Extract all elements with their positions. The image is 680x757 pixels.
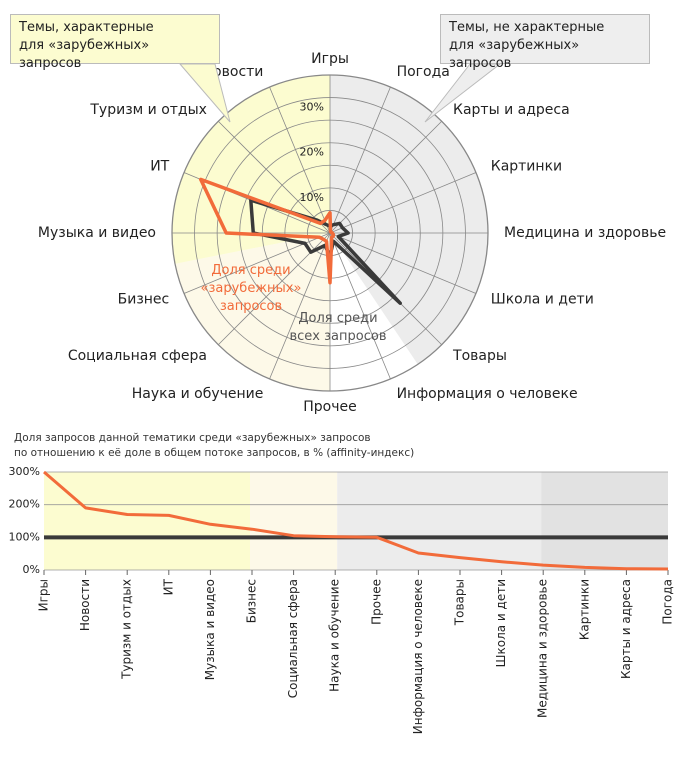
x-tick-label: Товары	[453, 579, 467, 626]
x-tick-label: Погода	[661, 579, 675, 625]
x-tick-label: Бизнес	[245, 579, 259, 623]
sector	[330, 75, 488, 365]
chart-title: Доля запросов данной тематики среди «зар…	[14, 432, 371, 444]
category-label: ИТ	[150, 158, 169, 174]
callout-line: для «зарубежных» запросов	[19, 38, 150, 71]
category-label: Бизнес	[118, 292, 170, 308]
callout-line: Темы, характерные	[19, 20, 154, 35]
category-label: Игры	[311, 51, 349, 67]
callout-tail	[424, 63, 502, 123]
category-label: Медицина и здоровье	[504, 225, 666, 241]
sector	[175, 233, 330, 391]
callout-characteristic: Темы, характерные для «зарубежных» запро…	[10, 14, 220, 71]
chart-title: по отношению к её доле в общем потоке за…	[14, 447, 415, 459]
category-label: Наука и обучение	[132, 386, 264, 402]
x-tick-label: Игры	[37, 579, 51, 611]
x-tick-label: Школа и дети	[494, 579, 508, 667]
spoke	[269, 232, 331, 380]
y-tick-label: 200%	[9, 498, 40, 511]
spoke	[329, 172, 477, 234]
x-tick-label: Наука и обучение	[328, 579, 342, 692]
category-label: Товары	[452, 348, 507, 364]
category-label: Погода	[397, 64, 450, 80]
line	[43, 470, 669, 571]
series-label: Доля среди всех запросов	[289, 311, 387, 344]
series-label: Доля среди «зарубежных» запросов	[200, 263, 302, 314]
radar-line	[198, 177, 336, 285]
band	[250, 472, 338, 570]
x-tick-label: Социальная сфера	[286, 579, 300, 698]
x-tick-label: ИТ	[161, 578, 175, 595]
category-label: Социальная сфера	[68, 348, 207, 364]
category-label: Школа и дети	[491, 292, 594, 308]
x-tick-label: Картинки	[577, 579, 591, 640]
category-label: Музыка и видео	[38, 225, 156, 241]
category-label: Картинки	[491, 158, 562, 174]
callout-line: Темы, не характерные	[449, 20, 605, 35]
category-label: Карты и адреса	[453, 102, 570, 118]
category-label: Информация о человеке	[397, 386, 578, 402]
x-tick-label: Туризм и отдых	[120, 579, 134, 680]
y-tick-label: 100%	[9, 530, 40, 543]
x-tick-label: Медицина и здоровье	[536, 579, 550, 718]
r-tick-label: 10%	[300, 191, 324, 204]
callout-tail	[178, 63, 231, 123]
band	[541, 472, 668, 570]
r-tick-label: 30%	[300, 101, 324, 114]
x-tick-label: Музыка и видео	[203, 579, 217, 680]
callout-noncharacteristic: Темы, не характерные для «зарубежных» за…	[440, 14, 650, 71]
x-tick-label: Информация о человеке	[411, 579, 425, 734]
category-label: Прочее	[303, 399, 356, 415]
x-tick-label: Прочее	[369, 579, 383, 625]
callout-line: для «зарубежных» запросов	[449, 38, 580, 71]
x-tick-label: Карты и адреса	[619, 579, 633, 679]
band	[44, 472, 250, 570]
spoke	[269, 86, 331, 234]
spoke	[329, 232, 477, 294]
x-tick-label: Новости	[78, 579, 92, 631]
spoke	[329, 232, 391, 380]
spoke	[329, 120, 443, 234]
r-tick-label: 20%	[300, 146, 324, 159]
spoke	[329, 86, 391, 234]
y-tick-label: 300%	[9, 465, 40, 478]
band	[337, 472, 542, 570]
radar: Игры Погода Карты и адреса Картинки Медицина…	[38, 51, 666, 415]
category-label: Туризм и отдых	[89, 102, 207, 118]
spoke	[217, 120, 331, 234]
y-tick-label: 0%	[23, 563, 40, 576]
